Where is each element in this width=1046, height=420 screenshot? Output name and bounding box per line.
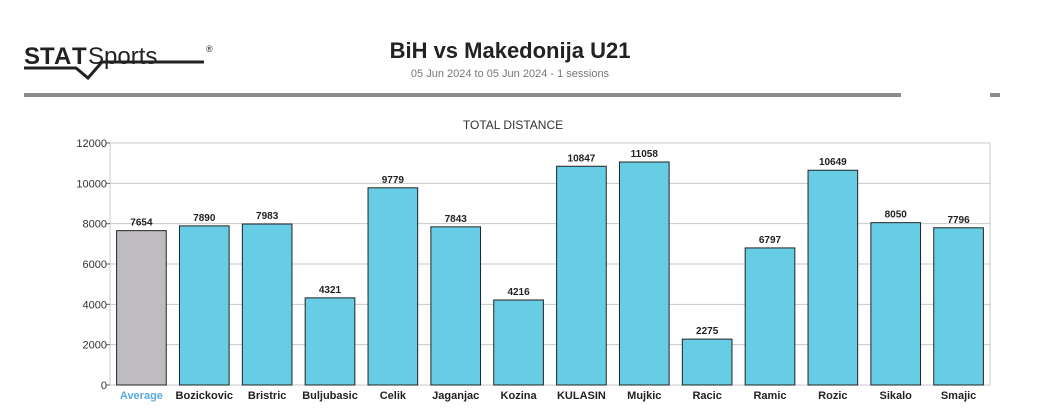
label-layer: 0 2000 4000 6000 8000 10000 12000 7654 Average 78… xyxy=(76,138,976,402)
y-tick-label: 8000 xyxy=(83,219,107,231)
date-range-subtitle: 05 Jun 2024 to 05 Jun 2024 - 1 sessions xyxy=(410,68,610,80)
bar-mujkic xyxy=(618,161,670,386)
data-label: 4216 xyxy=(507,287,530,298)
svg-text:T: T xyxy=(72,43,87,70)
data-label: 4321 xyxy=(319,285,342,296)
page-title: BiH vs Makedonija U21 xyxy=(389,38,631,63)
bar-buljubasic xyxy=(304,297,356,386)
y-tick-label: 6000 xyxy=(83,259,107,271)
x-tick-label: Mujkic xyxy=(627,390,661,402)
bar-smajic xyxy=(933,227,984,386)
svg-text:A: A xyxy=(54,43,71,70)
bar-bozickovic xyxy=(178,225,230,386)
data-label: 11058 xyxy=(631,149,659,160)
bar-rozic xyxy=(807,169,859,386)
x-tick-label[interactable]: Average xyxy=(120,390,163,402)
data-label: 7890 xyxy=(193,213,216,224)
x-tick-label: KULASIN xyxy=(557,390,606,402)
bar-kulasin xyxy=(556,165,607,386)
bar-celik xyxy=(367,187,419,386)
bar-ramic xyxy=(744,247,796,386)
data-label: 2275 xyxy=(696,326,719,337)
y-tick-label: 12000 xyxy=(76,138,107,150)
data-label: 6797 xyxy=(759,235,782,246)
data-label: 7983 xyxy=(256,211,279,222)
bar-average xyxy=(116,230,167,386)
bar-bristric xyxy=(241,223,293,386)
x-tick-label: Rozic xyxy=(818,390,847,402)
y-tick-label: 0 xyxy=(101,380,107,392)
menu-icon[interactable] xyxy=(990,93,1000,97)
svg-text:ST: ST xyxy=(24,43,55,70)
y-tick-label: 10000 xyxy=(76,178,107,190)
bar-kozina xyxy=(493,299,544,386)
data-label: 8050 xyxy=(885,210,908,221)
bar-jaganjac xyxy=(430,226,482,386)
registered-mark: ® xyxy=(206,44,213,54)
data-label: 7796 xyxy=(947,215,970,226)
x-tick-label: Kozina xyxy=(501,390,538,402)
chart-title: TOTAL DISTANCE xyxy=(463,118,563,132)
x-tick-label: Buljubasic xyxy=(302,390,358,402)
x-tick-label: Celik xyxy=(380,390,407,402)
data-label: 9779 xyxy=(382,175,405,186)
statsports-logo: ST A T Sports ® xyxy=(24,43,213,81)
x-tick-label: Bristric xyxy=(248,390,287,402)
header-divider xyxy=(24,93,901,97)
data-label: 7654 xyxy=(130,218,153,229)
bar-sikalo xyxy=(870,222,922,386)
bar-racic xyxy=(681,338,733,386)
total-distance-chart: TOTAL DISTANCE 0 2000 4000 6000 8000 10000 120… xyxy=(76,118,991,402)
x-tick-label: Sikalo xyxy=(880,390,913,402)
y-tick-label: 4000 xyxy=(83,299,107,311)
data-label: 10649 xyxy=(819,157,847,168)
x-tick-label: Ramic xyxy=(753,390,786,402)
x-tick-label: Jaganjac xyxy=(432,390,479,402)
bar-layer xyxy=(116,161,984,386)
x-tick-label: Bozickovic xyxy=(176,390,233,402)
data-label: 7843 xyxy=(445,214,468,225)
y-tick-label: 2000 xyxy=(83,340,107,352)
data-label: 10847 xyxy=(568,153,596,164)
x-tick-label: Racic xyxy=(692,390,721,402)
x-tick-label: Smajic xyxy=(941,390,976,402)
